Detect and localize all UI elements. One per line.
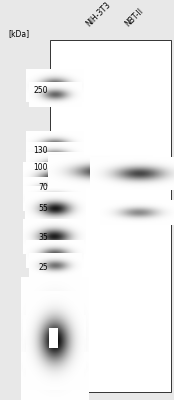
Text: 10: 10 [38,365,48,374]
Text: 55: 55 [38,204,48,214]
Text: 70: 70 [38,183,48,192]
Text: 250: 250 [33,86,48,95]
Bar [50,40,171,392]
Text: [kDa]: [kDa] [9,29,30,38]
Text: 130: 130 [33,146,48,155]
Text: 100: 100 [33,163,48,172]
Text: 25: 25 [38,262,48,272]
Text: NBT-II: NBT-II [123,6,145,28]
Text: NIH-3T3: NIH-3T3 [84,0,112,28]
Text: 35: 35 [38,233,48,242]
Text: 15: 15 [38,336,48,346]
